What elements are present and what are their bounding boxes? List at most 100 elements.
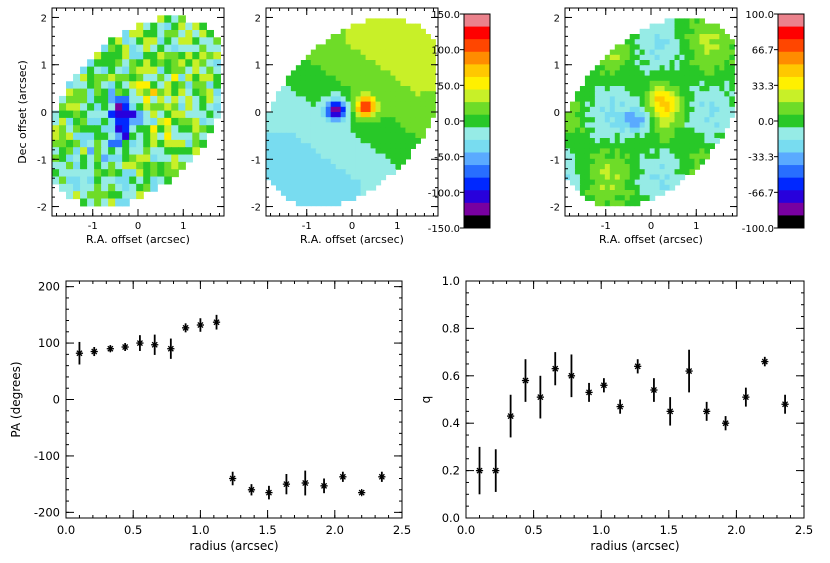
map-pixel	[599, 91, 606, 97]
map-pixel	[295, 200, 302, 207]
map-pixel	[689, 23, 696, 30]
map-pixel	[157, 147, 165, 156]
map-pixel	[654, 184, 661, 191]
map-pixel	[609, 65, 616, 71]
colorbar-swatch	[778, 215, 804, 229]
map-pixel	[724, 101, 730, 108]
map-pixel	[405, 75, 411, 82]
map-pixel	[719, 91, 725, 97]
map-pixel	[115, 147, 123, 156]
map-pixel	[66, 161, 74, 170]
map-pixel	[295, 86, 302, 92]
map-pixel	[614, 190, 621, 196]
map-pixel	[589, 101, 596, 108]
map-pixel	[380, 117, 387, 123]
map-pixel	[709, 101, 715, 108]
map-pixel	[644, 164, 651, 170]
map-pixel	[609, 184, 616, 191]
map-pixel	[345, 34, 352, 40]
map-pixel	[704, 54, 710, 61]
map-pixel	[624, 158, 631, 165]
map-pixel	[639, 80, 646, 87]
map-pixel	[679, 122, 686, 129]
map-pixel	[305, 158, 312, 165]
map-pixel	[66, 81, 74, 90]
map-pixel	[375, 122, 382, 129]
map-pixel	[295, 112, 302, 118]
map-pixel	[594, 112, 601, 118]
map-pixel	[185, 139, 193, 148]
map-pixel	[714, 138, 720, 144]
map-pixel	[599, 96, 606, 103]
map-pixel	[295, 101, 302, 108]
map-pixel	[178, 103, 186, 112]
y-tick-label: -1	[37, 155, 47, 166]
map-pixel	[108, 103, 116, 112]
map-pixel	[199, 73, 207, 82]
colorbar-swatch	[464, 127, 490, 141]
map-pixel	[300, 60, 307, 66]
map-pixel	[360, 164, 367, 170]
data-point-marker	[247, 486, 256, 494]
map-pixel	[385, 117, 392, 123]
map-pixel	[350, 122, 357, 129]
map-pixel	[136, 103, 144, 112]
map-pixel	[206, 117, 214, 126]
map-pixel	[350, 143, 357, 149]
map-pixel	[375, 49, 382, 56]
map-pixel	[59, 169, 67, 178]
map-pixel	[185, 81, 193, 90]
map-pixel	[694, 122, 701, 129]
star-stroke	[358, 489, 365, 496]
map-pixel	[629, 39, 636, 45]
map-pixel	[320, 49, 327, 56]
map-pixel	[108, 161, 116, 170]
map-pixel	[157, 154, 165, 163]
map-pixel	[614, 49, 621, 56]
data-point-marker	[742, 393, 750, 401]
map-pixel	[400, 138, 407, 144]
colorbar-tick-label: 100.0	[431, 46, 460, 57]
map-pixel	[325, 54, 332, 61]
map-pixel	[335, 122, 342, 129]
map-pixel	[405, 34, 411, 40]
star-stroke	[213, 319, 220, 326]
map-pixel	[565, 138, 571, 144]
map-pixel	[136, 66, 144, 75]
map-pixel	[310, 179, 317, 186]
map-pixel	[385, 54, 392, 61]
map-pixel	[649, 148, 656, 155]
map-pixel	[385, 34, 392, 40]
map-pixel	[584, 195, 591, 201]
map-pixel	[192, 110, 200, 119]
map-pixel	[679, 91, 686, 97]
map-pixel	[87, 73, 95, 82]
map-pixel	[579, 148, 586, 155]
map-pixel	[400, 148, 407, 155]
map-pixel	[599, 169, 606, 175]
map-pixel	[164, 22, 172, 31]
map-pixel	[654, 65, 661, 71]
y-tick-label: -2	[550, 203, 560, 214]
map-pixel	[370, 127, 377, 134]
map-pixel	[679, 49, 686, 56]
map-pixel	[599, 164, 606, 170]
map-pixel	[689, 122, 696, 129]
map-pixel	[285, 80, 292, 87]
map-pixel	[305, 200, 312, 207]
map-pixel	[684, 143, 691, 149]
map-pixel	[639, 122, 646, 129]
map-pixel	[101, 125, 109, 134]
map-pixel	[129, 59, 137, 68]
map-pixel	[694, 23, 701, 30]
map-pixel	[644, 101, 651, 108]
map-pixel	[345, 49, 352, 56]
x-tick-label: 1	[693, 221, 699, 232]
star-stroke	[378, 473, 385, 480]
map-pixel	[360, 169, 367, 175]
map-pixel	[380, 106, 387, 113]
map-pixel	[115, 125, 123, 134]
map-pixel	[199, 88, 207, 97]
x-tick-label: 1.5	[258, 523, 276, 537]
star-stroke	[722, 420, 729, 427]
